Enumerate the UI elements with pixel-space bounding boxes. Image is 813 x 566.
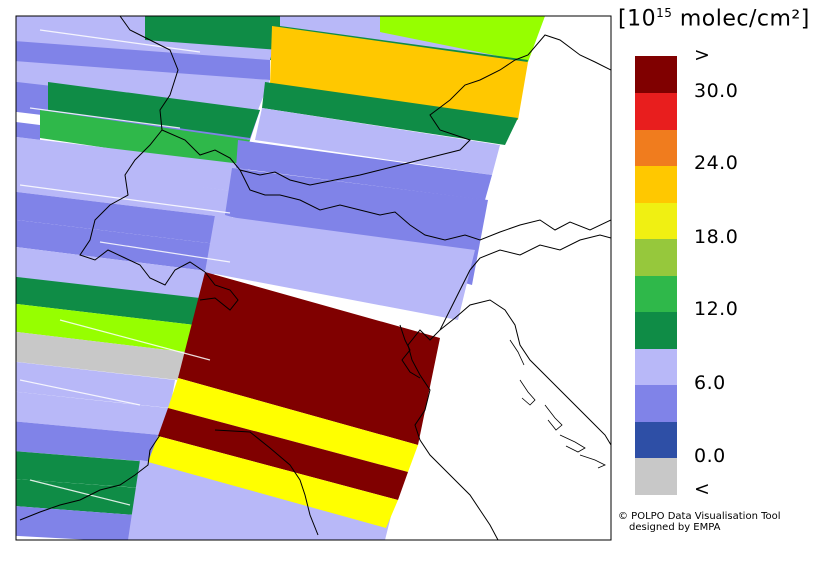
swath-cell	[236, 140, 492, 200]
legend-swatch	[635, 202, 677, 239]
legend-swatch	[635, 238, 677, 276]
legend-swatch	[635, 165, 677, 203]
swath-cell	[16, 162, 240, 218]
swath-cell	[168, 378, 418, 472]
swath-cell	[16, 276, 200, 325]
legend-swatch	[635, 421, 677, 458]
legend-tick-label: <	[694, 478, 711, 500]
legend-swatch	[635, 348, 677, 385]
legend-swatch	[635, 56, 677, 93]
swath-cell	[16, 391, 168, 435]
legend-title-exponent: 15	[656, 6, 673, 20]
legend-tick-label: >	[694, 44, 711, 66]
swath-cell	[158, 408, 408, 500]
swath-cell	[16, 219, 225, 272]
legend-swatch	[635, 275, 677, 312]
legend-swatch	[635, 311, 677, 349]
legend-title: [1015 molec/cm²]	[618, 6, 810, 31]
swath-cell	[255, 108, 500, 175]
legend-swatch	[635, 384, 677, 422]
legend-tick-label: 0.0	[694, 445, 726, 467]
satellite-swath	[16, 16, 545, 540]
swath-cell	[178, 272, 440, 445]
swath-cell	[16, 247, 215, 300]
swath-cell	[16, 303, 195, 352]
credit-line-2: designed by EMPA	[629, 522, 721, 533]
legend-tick-label: 18.0	[694, 226, 739, 248]
swath-cell	[16, 421, 160, 462]
swath-cell	[148, 436, 398, 528]
swath-cell	[262, 82, 518, 145]
swath-cell	[48, 82, 260, 138]
legend-tick-label: 12.0	[694, 298, 739, 320]
swath-cell	[16, 506, 135, 540]
swath-cell	[128, 460, 395, 540]
swath-cell	[16, 191, 232, 245]
legend-title-suffix: molec/cm²]	[672, 6, 810, 32]
coastline-islands	[509, 339, 606, 469]
swath-cell	[16, 331, 185, 380]
legend-swatch	[635, 457, 677, 495]
credit-line-1: © POLPO Data Visualisation Tool	[618, 511, 781, 522]
legend-tick-label: 6.0	[694, 372, 726, 394]
swath-cell	[16, 451, 150, 488]
swath-cell	[16, 361, 175, 408]
legend-tick-label: 24.0	[694, 152, 739, 174]
legend-title-prefix: [10	[618, 6, 657, 32]
legend-swatch	[635, 129, 677, 166]
swath-cell	[16, 61, 270, 110]
legend-tick-label: 30.0	[694, 80, 739, 102]
swath-cell	[270, 26, 528, 120]
country-borders	[19, 16, 611, 540]
legend-swatch	[635, 92, 677, 130]
swath-cell	[380, 16, 545, 62]
swath-cell	[40, 110, 250, 168]
swath-cell	[145, 16, 280, 50]
swath-cell	[16, 122, 40, 140]
map-border	[15, 15, 612, 541]
swath-cell	[205, 215, 475, 320]
swath-cell	[16, 136, 250, 192]
scan-lines	[19, 29, 231, 506]
